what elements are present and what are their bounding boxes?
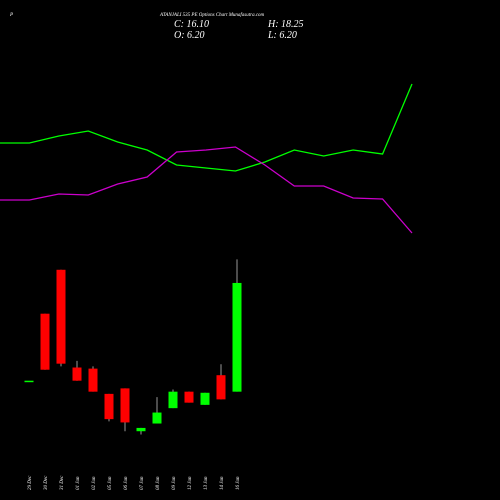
title-prefix: P xyxy=(9,13,13,18)
indicator-line xyxy=(0,146,413,234)
candle-body xyxy=(40,313,50,370)
candle-body xyxy=(56,269,66,364)
x-tick-label: 16 Jan xyxy=(236,476,241,490)
x-tick-label: 07 Jan xyxy=(140,476,145,490)
x-tick-label: 13 Jan xyxy=(204,476,209,490)
candle-body xyxy=(136,427,146,432)
candle-body xyxy=(24,380,34,383)
close-label: C: 16.10 xyxy=(174,19,209,30)
candle-body xyxy=(72,367,82,381)
open-label: O: 6.20 xyxy=(174,30,205,41)
x-tick-label: 06 Jan xyxy=(124,476,129,490)
high-label: H: 18.25 xyxy=(267,19,304,30)
x-tick-label: 05 Jan xyxy=(108,476,113,490)
x-tick-label: 31 Dec xyxy=(60,475,65,490)
candle-body xyxy=(232,282,242,392)
x-tick-label: 30 Dec xyxy=(44,475,49,490)
candle-body xyxy=(200,392,210,405)
x-tick-label: 29 Dec xyxy=(28,475,33,490)
candle-body xyxy=(216,375,226,400)
candle-body xyxy=(104,393,114,420)
indicator-line xyxy=(0,83,413,172)
x-tick-label: 14 Jan xyxy=(220,476,225,490)
x-tick-label: 01 Jan xyxy=(76,476,81,490)
chart-title: ATANJALI 535 PE Options Chart Munafasutr… xyxy=(159,13,265,18)
low-label: L: 6.20 xyxy=(267,30,297,41)
x-tick-label: 12 Jan xyxy=(188,476,193,490)
candle-body xyxy=(152,412,162,424)
x-tick-label: 09 Jan xyxy=(172,476,177,490)
candle-body xyxy=(88,368,98,392)
candle-body xyxy=(184,391,194,403)
candle-body xyxy=(168,391,178,409)
x-tick-label: 08 Jan xyxy=(156,476,161,490)
candle-body xyxy=(120,388,130,423)
x-tick-label: 02 Jan xyxy=(92,476,97,490)
